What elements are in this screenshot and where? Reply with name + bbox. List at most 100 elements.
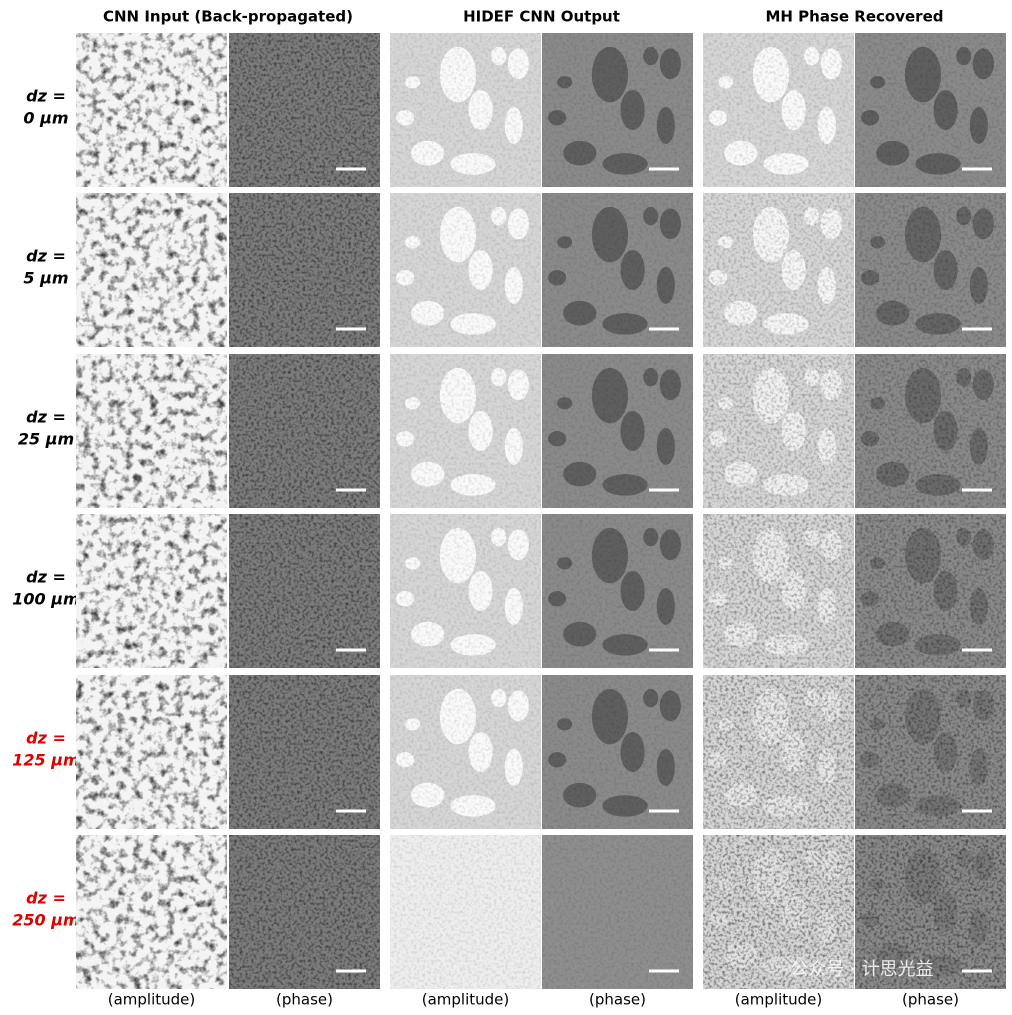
blob [861,752,880,768]
blob [709,591,728,607]
blob [709,431,728,447]
blob [602,153,648,175]
blob [870,76,886,89]
blob [396,270,415,286]
blob [563,300,597,326]
blob [439,688,477,745]
blob [904,206,942,263]
blob [781,891,806,933]
image-bg [76,514,227,668]
blob [752,367,790,424]
blob [411,140,445,166]
blob [933,89,958,131]
amplitude-image [703,514,854,668]
row-label-line: dz = [26,889,66,908]
image-bg [229,514,380,668]
amplitude-image [703,193,854,347]
column-footer: (amplitude) [422,991,510,1009]
blob [659,208,681,240]
blob [548,270,567,286]
blob [468,89,493,131]
row-label-line: dz = [26,729,66,748]
blob [405,557,421,570]
blob [956,527,972,547]
blob [870,878,886,891]
image-bg [229,675,380,829]
blob [870,557,886,570]
blob [915,313,961,335]
blob [804,46,820,66]
image-bg [703,675,854,829]
column-header: MH Phase Recovered [765,8,943,26]
blob [969,427,988,465]
row-label-line: 100 μm [12,590,79,609]
blob [405,718,421,731]
blob [904,367,942,424]
image-bg [229,835,380,989]
blob [972,690,994,722]
blob [904,46,942,103]
blob [620,410,645,452]
amplitude-image [76,354,227,508]
blob [781,731,806,773]
blob [972,529,994,561]
blob [861,912,880,928]
blob [709,110,728,126]
blob [876,782,910,808]
blob [591,688,629,745]
blob [876,300,910,326]
phase-image [542,835,693,989]
blob [752,527,790,584]
blob [557,76,573,89]
blob [507,690,529,722]
image-bg [76,835,227,989]
blob [820,48,842,80]
blob [876,140,910,166]
blob [724,621,758,647]
blob [491,688,507,708]
blob [709,270,728,286]
blob [870,236,886,249]
blob [876,621,910,647]
blob [396,431,415,447]
blob [763,153,809,175]
blob [504,266,523,304]
amplitude-image [703,354,854,508]
row-label-line: 0 μm [23,109,68,128]
phase-image [855,354,1006,508]
blob [763,634,809,656]
blob [752,206,790,263]
phase-image [229,33,380,187]
blob [817,748,836,786]
row-label-line: dz = [26,568,66,587]
blob [718,76,734,89]
blob [405,76,421,89]
image-bg [390,835,541,989]
blob [468,570,493,612]
column-footer: (phase) [902,991,959,1009]
amplitude-image [390,354,541,508]
blob [861,110,880,126]
image-bg [76,193,227,347]
blob [861,431,880,447]
blob [969,748,988,786]
blob [915,955,961,977]
blob [817,587,836,625]
blob [548,110,567,126]
row-label-line: dz = [26,247,66,266]
blob [411,461,445,487]
blob [557,718,573,731]
blob [969,106,988,144]
blob [915,474,961,496]
blob [450,153,496,175]
blob [507,208,529,240]
amplitude-image [390,675,541,829]
blob [718,557,734,570]
blob [563,140,597,166]
blob [820,850,842,882]
row-label: dz = 250 μm [12,889,79,930]
blob [504,427,523,465]
blob [969,908,988,946]
blob [820,529,842,561]
blob [491,46,507,66]
